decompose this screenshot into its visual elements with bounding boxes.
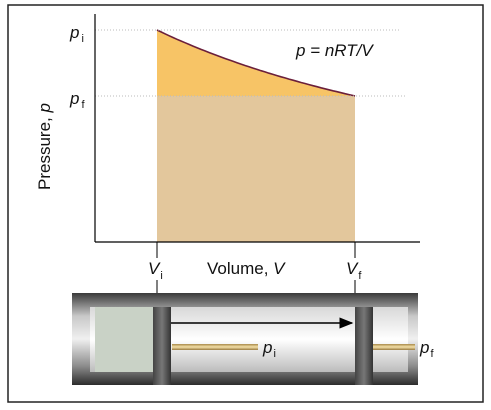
- x-axis-title: Volume, V: [207, 259, 286, 278]
- vf-label: Vf: [346, 259, 362, 282]
- piston-initial: [153, 307, 171, 385]
- frame: [7, 4, 484, 403]
- piston-final: [355, 307, 373, 385]
- rod-initial: [172, 344, 258, 350]
- vi-label: Vi: [148, 259, 163, 282]
- isotherm-curve: [156, 29, 356, 97]
- equation: p = nRT/V: [295, 41, 374, 60]
- excess-area: [157, 30, 355, 96]
- y-axis-title: Pressure, p: [35, 103, 54, 190]
- piston-pf-label: pf: [419, 338, 434, 360]
- initial-gas: [95, 307, 153, 372]
- rod-final: [373, 344, 415, 350]
- work-area: [157, 96, 355, 242]
- piston-pi-label: pi: [262, 338, 276, 360]
